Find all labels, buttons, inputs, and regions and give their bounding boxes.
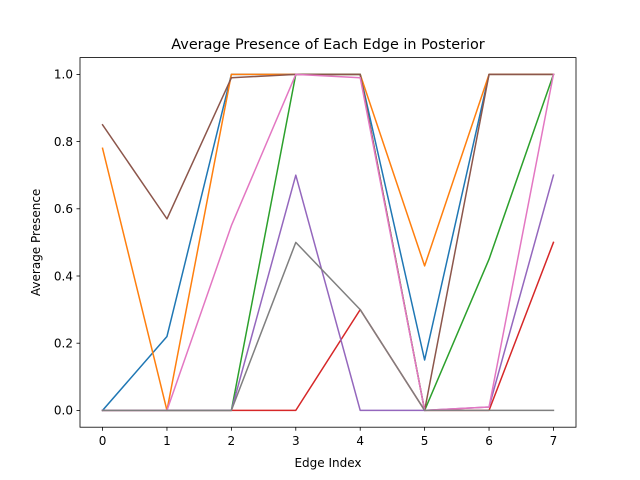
x-tick-label: 7 <box>550 434 558 448</box>
series-line-5 <box>101 73 555 412</box>
x-axis-label: Edge Index <box>294 456 361 470</box>
series-line-6 <box>101 73 555 412</box>
x-axis: 0 1 2 3 4 5 6 7 <box>99 427 558 448</box>
y-tick-label: 0.0 <box>54 404 73 418</box>
x-tick-label: 0 <box>99 434 107 448</box>
x-tick-label: 2 <box>228 434 236 448</box>
y-axis-label: Average Presence <box>29 189 43 296</box>
x-tick-label: 4 <box>356 434 364 448</box>
x-tick-label: 5 <box>421 434 429 448</box>
y-tick-label: 0.2 <box>54 337 73 351</box>
y-tick-label: 1.0 <box>54 68 73 82</box>
y-tick-label: 0.4 <box>54 269 73 283</box>
x-tick-label: 6 <box>485 434 493 448</box>
chart-title: Average Presence of Each Edge in Posteri… <box>171 37 484 53</box>
y-tick-label: 0.8 <box>54 135 73 149</box>
series-line-7 <box>101 241 555 412</box>
series-layer <box>101 73 555 412</box>
y-tick-label: 0.6 <box>54 202 73 216</box>
plot-frame <box>79 57 577 428</box>
y-axis: 0.0 0.2 0.4 0.6 0.8 1.0 <box>54 68 80 418</box>
x-tick-label: 3 <box>292 434 300 448</box>
x-tick-label: 1 <box>163 434 171 448</box>
